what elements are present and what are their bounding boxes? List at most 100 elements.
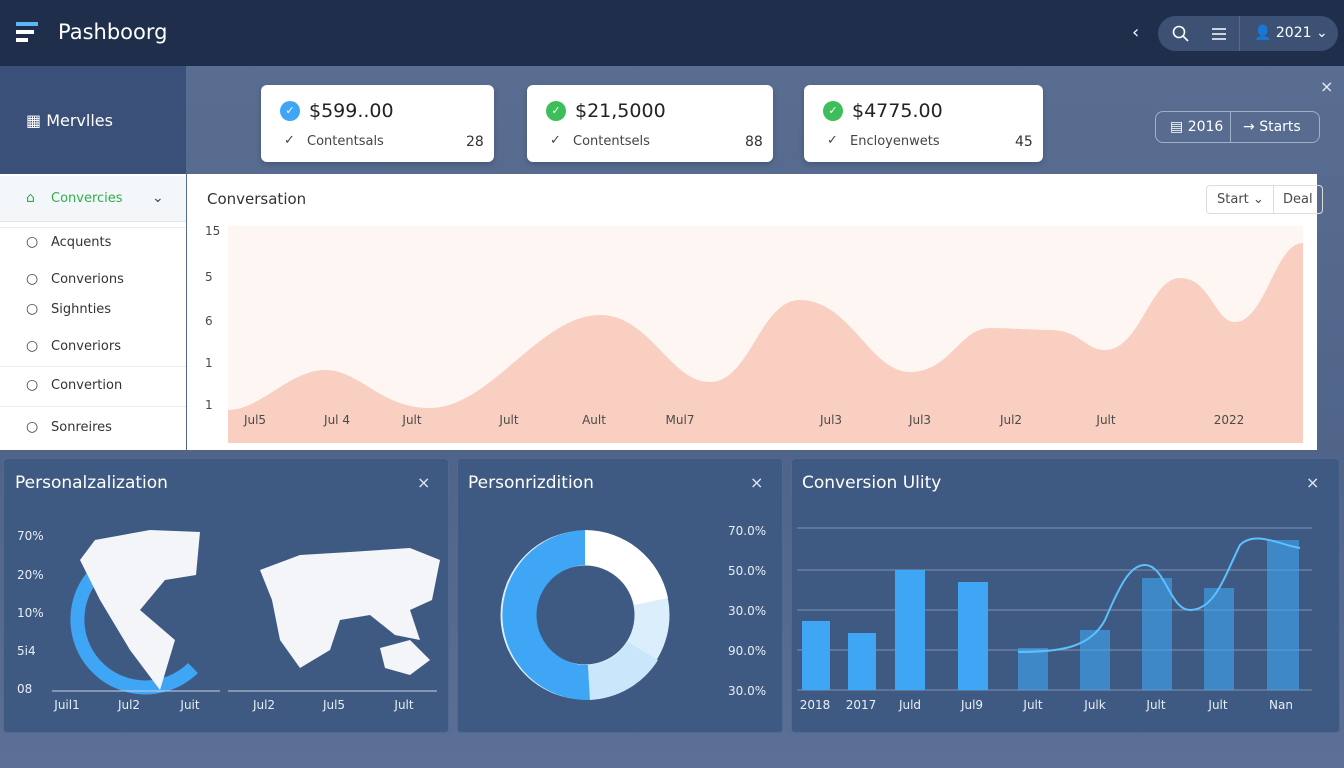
sidebar-header (0, 66, 186, 174)
search-icon[interactable] (1172, 25, 1190, 43)
nav-divider (0, 406, 186, 407)
x-label: 2017 (845, 698, 877, 712)
sidebar-title-text: Mervlles (46, 111, 113, 130)
x-label: Jult (394, 698, 414, 712)
deal-button[interactable]: Deal (1283, 192, 1313, 207)
x-label: Jul5 (243, 413, 267, 427)
chart-buttons (1206, 185, 1323, 214)
x-label: Jul2 (999, 413, 1023, 427)
nav-icon: ○ (26, 338, 39, 354)
close-button[interactable]: × (1306, 473, 1320, 492)
panel-title: Personalzalization (15, 473, 168, 493)
x-label: Jul9 (960, 698, 984, 712)
x-label: Jul 4 (324, 413, 350, 427)
stat-value: $4775.00 (852, 100, 943, 122)
divider (1273, 185, 1274, 214)
stat-value: $599..00 (309, 100, 394, 122)
nav-icon: ⌂ (26, 190, 35, 206)
header (0, 0, 1344, 66)
x-label: Jult (1096, 413, 1116, 427)
nav-icon: ○ (26, 377, 39, 393)
x-label: Juit (180, 698, 200, 712)
map-shape (260, 548, 440, 668)
user-menu[interactable]: 👤 2021 ⌄ (1254, 25, 1328, 41)
x-label: Jult (402, 413, 422, 427)
x-label: Jult (1023, 698, 1043, 712)
y-label: 20% (17, 568, 44, 582)
x-label: Jult (1208, 698, 1228, 712)
stat-card (804, 85, 1043, 162)
x-label: Jul2 (117, 698, 141, 712)
stat-count: 45 (1015, 134, 1033, 150)
x-label: Jul3 (908, 413, 932, 427)
brand: Pashboorg (58, 20, 168, 44)
stat-icon: ✓ (280, 101, 300, 121)
area (228, 243, 1303, 443)
y-label: 15 (205, 224, 221, 238)
panel-title: Personrizdition (468, 473, 594, 493)
x-label: Jul2 (252, 698, 276, 712)
year: 2021 (1275, 25, 1312, 41)
nav-icon: ○ (26, 271, 39, 287)
starts-button[interactable]: → Starts (1243, 119, 1301, 135)
x-label: Julk (1084, 698, 1106, 712)
x-label: Jul3 (819, 413, 843, 427)
stat-count: 88 (745, 134, 763, 150)
stat-label: Encloyenwets (850, 134, 940, 149)
nav-divider (0, 227, 186, 228)
donut-segment (502, 530, 590, 701)
scale-label: 90.0% (728, 644, 767, 658)
nav-item[interactable]: Convertion (51, 378, 123, 393)
nav-item[interactable]: Converiors (51, 339, 121, 354)
nav-item[interactable]: Convercies (51, 191, 123, 206)
y-label: 08 (17, 682, 33, 696)
header-controls (1158, 16, 1338, 51)
x-label: Jult (1146, 698, 1166, 712)
x-label: Ault (582, 413, 606, 427)
y-label: 5i4 (17, 644, 36, 658)
stat-label: Contentsels (573, 134, 650, 149)
start-button[interactable]: Start ⌄ (1217, 192, 1264, 207)
map-shape (80, 530, 200, 690)
panel-title: Conversion Ulity (802, 473, 942, 493)
x-label: Jult (499, 413, 519, 427)
close-button[interactable]: × (417, 473, 431, 492)
stat-count: 28 (466, 134, 484, 150)
stat-label: Contentsals (307, 134, 384, 149)
stat-value: $21,5000 (575, 100, 666, 122)
range-text: 2016 (1187, 119, 1224, 135)
y-label: 10% (17, 606, 44, 620)
back-button[interactable]: ‹ (1132, 22, 1140, 43)
x-label: 2022 (1213, 413, 1245, 427)
stat-check: ✓ (550, 133, 561, 148)
logo (16, 22, 38, 42)
y-label: 6 (205, 314, 213, 328)
close-button[interactable]: × (750, 473, 764, 492)
nav-item[interactable]: Sighnties (51, 302, 112, 317)
close-button[interactable]: × (1320, 77, 1334, 96)
scale-label: 30.0% (728, 684, 767, 698)
nav-item[interactable]: Sonreires (51, 420, 112, 435)
y-label: 5 (205, 270, 213, 284)
x-label: Jul5 (322, 698, 346, 712)
range-button[interactable]: ▤ 2016 (1170, 119, 1224, 135)
stat-card (261, 85, 494, 162)
x-label: Juld (898, 698, 922, 712)
stat-icon: ✓ (546, 101, 566, 121)
menu-icon[interactable] (1211, 26, 1227, 42)
starts-text: Starts (1259, 119, 1301, 135)
x-label: Juil1 (54, 698, 80, 712)
nav-divider (0, 366, 186, 367)
nav-icon: ○ (26, 301, 39, 317)
donut-segment (585, 530, 668, 605)
sidebar-title: ▦ Mervlles (26, 111, 113, 130)
nav-item[interactable]: Converions (51, 272, 124, 287)
nav-item[interactable]: Acquents (51, 235, 112, 250)
divider (1239, 16, 1240, 51)
bars (802, 540, 1299, 690)
scale-label: 50.0% (728, 564, 767, 578)
x-label: Nan (1269, 698, 1293, 712)
